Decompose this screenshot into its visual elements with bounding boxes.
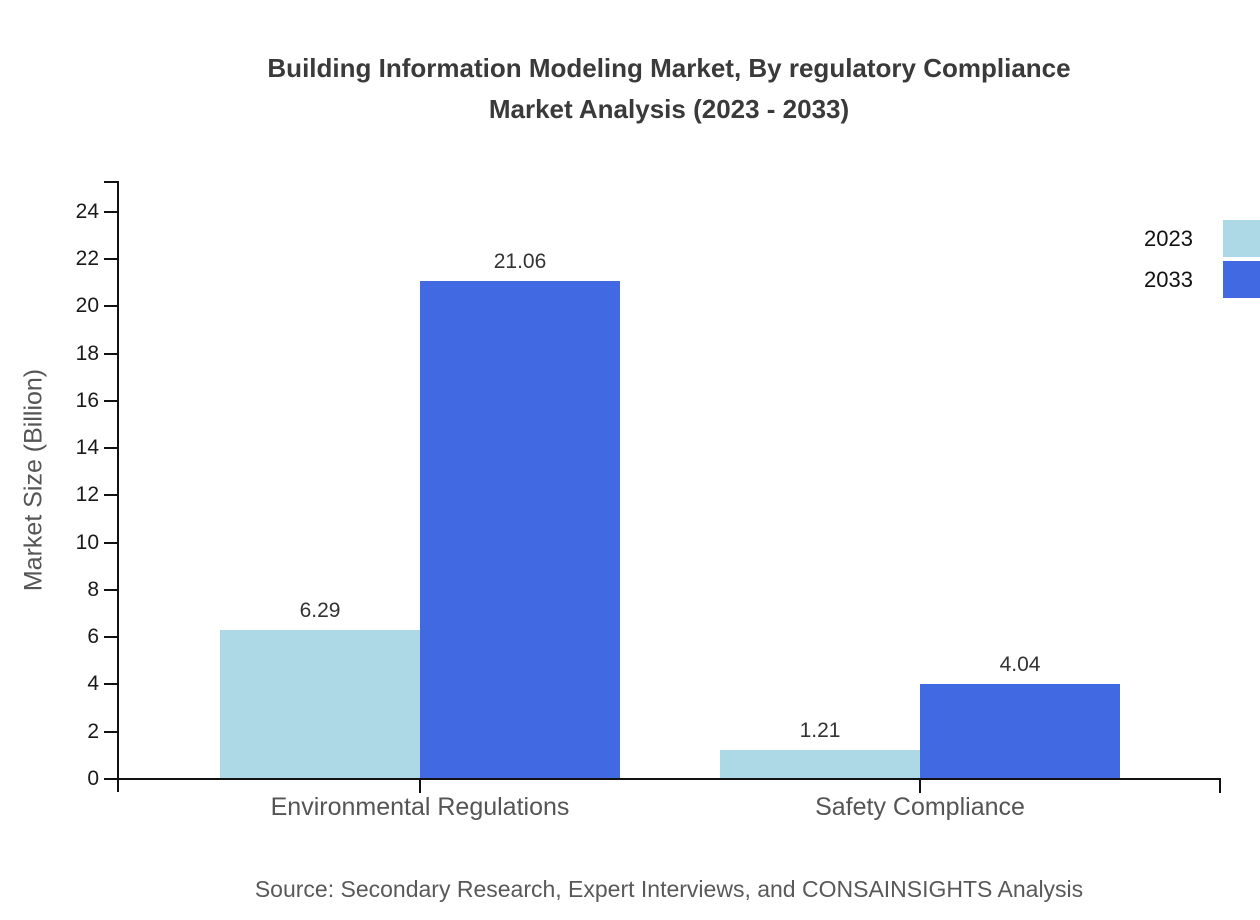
y-tick-label-6: 6 (87, 625, 99, 649)
value-label-environmental-regulations-2033: 21.06 (493, 250, 547, 274)
value-label-environmental-regulations-2023: 6.29 (299, 599, 341, 623)
value-label-safety-compliance-2033: 4.04 (999, 652, 1041, 676)
y-tick-label-0: 0 (87, 767, 99, 790)
legend-swatch-2023 (1223, 220, 1260, 257)
x-tick-safety-compliance (919, 780, 921, 793)
y-tick-20 (104, 305, 117, 308)
x-axis-line (117, 778, 1221, 780)
x-axis-end-cap (1219, 778, 1221, 793)
y-tick-14 (104, 447, 117, 450)
legend-label-2033: 2033 (1144, 266, 1193, 292)
category-label-safety-compliance: Safety Compliance (815, 793, 1025, 821)
y-tick-10 (104, 541, 117, 544)
bar-environmental-regulations-2033 (420, 281, 620, 779)
legend-item-2023: 2023 (1144, 218, 1260, 259)
legend: 2023 2033 (1144, 218, 1260, 300)
y-tick-2 (104, 730, 117, 733)
bar-environmental-regulations-2023 (220, 630, 420, 779)
y-tick-4 (104, 683, 117, 686)
plot-area: 0 2 4 6 8 10 12 14 16 18 20 22 24 Environmental Regul… (76, 181, 1221, 821)
y-tick-16 (104, 399, 117, 402)
bar-safety-compliance-2023 (720, 750, 920, 779)
y-tick-label-20: 20 (75, 294, 99, 318)
y-axis-end-cap (104, 181, 117, 183)
y-tick-label-8: 8 (87, 577, 99, 601)
y-tick-6 (104, 636, 117, 639)
y-tick-label-24: 24 (75, 199, 99, 223)
chart-title: Building Information Modeling Market, By… (118, 48, 1220, 130)
y-tick-label-2: 2 (87, 719, 99, 743)
y-tick-label-18: 18 (75, 341, 99, 365)
source-note: Source: Secondary Research, Expert Inter… (254, 876, 1084, 902)
y-tick-label-4: 4 (87, 672, 99, 696)
y-tick-12 (104, 494, 117, 497)
y-tick-label-16: 16 (75, 388, 99, 412)
y-tick-18 (104, 352, 117, 355)
y-tick-0 (104, 778, 117, 780)
category-label-environmental-regulations: Environmental Regulations (270, 793, 570, 821)
x-tick-environmental-regulations (419, 780, 421, 793)
y-tick-22 (104, 258, 117, 260)
y-axis-line (117, 181, 119, 792)
y-tick-8 (104, 588, 117, 591)
y-tick-label-10: 10 (75, 530, 99, 554)
chart-title-line1: Building Information Modeling Market, By… (267, 53, 1071, 83)
y-tick-label-12: 12 (75, 483, 99, 507)
bar-safety-compliance-2033 (920, 683, 1120, 779)
legend-swatch-2033 (1223, 261, 1260, 298)
value-label-safety-compliance-2023: 1.21 (799, 719, 841, 743)
legend-item-2033: 2033 (1144, 259, 1260, 300)
y-tick-label-14: 14 (75, 436, 99, 460)
legend-label-2023: 2023 (1144, 225, 1193, 251)
chart-title-line2: Market Analysis (2023 - 2033) (488, 94, 850, 124)
y-axis-label: Market Size (Billion) (19, 368, 48, 592)
y-tick-24 (104, 210, 117, 213)
y-tick-label-22: 22 (75, 247, 99, 270)
